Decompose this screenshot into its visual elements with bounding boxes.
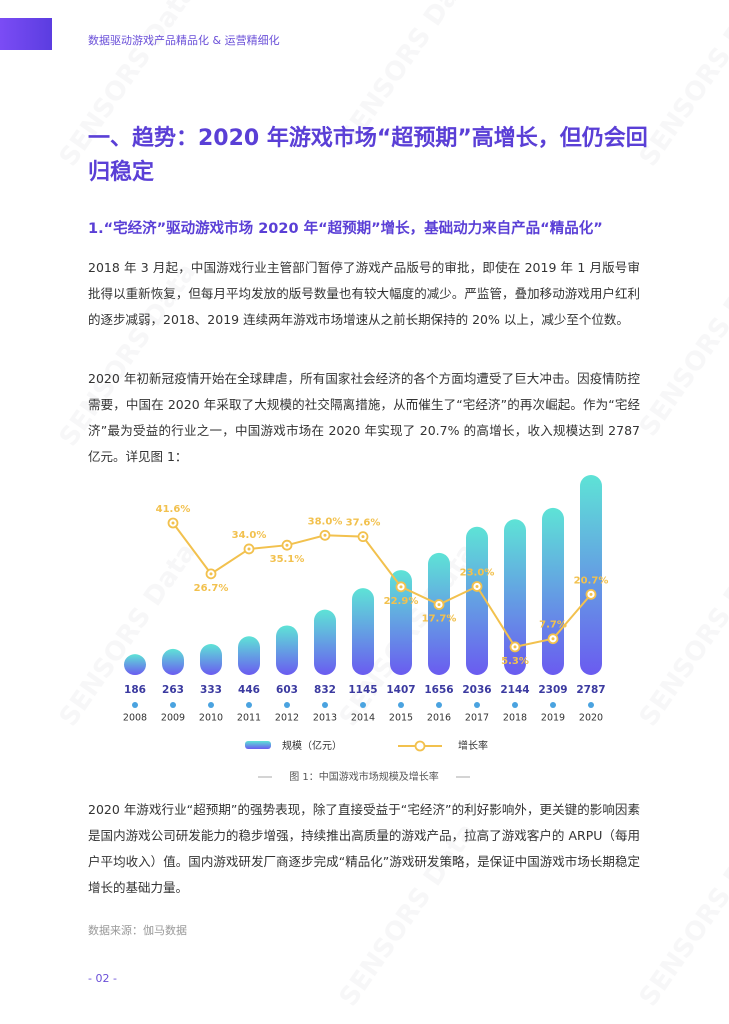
- header-block: [0, 18, 52, 50]
- bar: [466, 526, 488, 675]
- bar: [238, 636, 260, 675]
- growth-point-core: [475, 584, 479, 588]
- growth-point-core: [551, 637, 555, 641]
- watermark: SENSORS Data: [633, 817, 729, 1013]
- bar: [542, 507, 564, 675]
- bar-value-label: 1407: [386, 684, 415, 696]
- growth-value-label: 5.3%: [501, 656, 529, 667]
- bar: [314, 609, 336, 675]
- growth-value-label: 23.0%: [460, 567, 495, 578]
- paragraph: 2018 年 3 月起，中国游戏行业主管部门暂停了游戏产品版号的审批，即使在 2…: [88, 260, 640, 327]
- page-number: - 02 -: [88, 972, 117, 985]
- x-tick-label: 2008: [123, 713, 147, 724]
- bar-value-label: 2309: [538, 684, 567, 696]
- bar-value-label: 832: [314, 684, 336, 696]
- legend-label: 规模（亿元）: [282, 739, 342, 752]
- axis-dot: [436, 702, 442, 708]
- growth-value-label: 22.9%: [384, 596, 419, 607]
- growth-point-core: [361, 535, 365, 539]
- axis-dot: [550, 702, 556, 708]
- section-title: 一、趋势：2020 年游戏市场“超预期”高增长，但仍会回归稳定: [88, 126, 648, 185]
- paragraph: 2020 年游戏行业“超预期”的强势表现，除了直接受益于“宅经济”的利好影响外，…: [88, 802, 640, 895]
- bar-value-label: 446: [238, 684, 260, 696]
- bar-value-label: 2036: [462, 684, 491, 696]
- bar: [162, 648, 184, 675]
- bar-value-label: 263: [162, 684, 184, 696]
- x-tick-label: 2015: [389, 713, 413, 724]
- growth-point-core: [589, 592, 593, 596]
- x-tick-label: 2011: [237, 713, 261, 724]
- header-title: 数据驱动游戏产品精品化 & 运营精细化: [88, 34, 280, 47]
- growth-value-label: 35.1%: [270, 554, 305, 565]
- x-tick-label: 2012: [275, 713, 299, 724]
- x-tick-label: 2013: [313, 713, 337, 724]
- bar: [390, 570, 412, 675]
- bar: [200, 644, 222, 675]
- bar-value-label: 2787: [576, 684, 605, 696]
- x-tick-label: 2009: [161, 713, 185, 724]
- growth-value-label: 17.7%: [422, 614, 457, 625]
- growth-value-label: 41.6%: [156, 504, 191, 515]
- axis-dot: [132, 702, 138, 708]
- bar: [352, 588, 374, 675]
- x-tick-label: 2016: [427, 713, 451, 724]
- chart: 图 1：中国游戏市场规模及增长率 186 2008 263 2009 333 2010 44…: [123, 475, 609, 783]
- growth-value-label: 7.7%: [539, 620, 567, 631]
- bar-value-label: 603: [276, 684, 298, 696]
- growth-point-core: [437, 603, 441, 607]
- growth-value-label: 34.0%: [232, 530, 267, 541]
- growth-point-core: [171, 521, 175, 525]
- bar-value-label: 1656: [424, 684, 453, 696]
- chart-caption: 图 1：中国游戏市场规模及增长率: [289, 770, 439, 783]
- bar: [580, 475, 602, 675]
- legend-label: 增长率: [458, 739, 488, 752]
- growth-value-label: 20.7%: [574, 575, 609, 586]
- x-tick-label: 2020: [579, 713, 603, 724]
- x-tick-label: 2014: [351, 713, 375, 724]
- axis-dot: [512, 702, 518, 708]
- axis-dot: [322, 702, 328, 708]
- x-tick-label: 2010: [199, 713, 223, 724]
- bar-value-label: 333: [200, 684, 222, 696]
- growth-value-label: 26.7%: [194, 583, 229, 594]
- section-subtitle: 1.“宅经济”驱动游戏市场 2020 年“超预期”增长，基础动力来自产品“精品化…: [88, 221, 603, 237]
- watermark: SENSORS Data: [633, 247, 729, 443]
- paragraph: 2020 年初新冠疫情开始在全球肆虐，所有国家社会经济的各个方面均遭受了巨大冲击…: [88, 371, 640, 464]
- legend-swatch: [414, 740, 426, 752]
- bar: [276, 625, 298, 675]
- axis-dot: [208, 702, 214, 708]
- bar: [504, 519, 526, 675]
- growth-value-label: 37.6%: [346, 518, 381, 529]
- growth-point-core: [247, 547, 251, 551]
- axis-dot: [360, 702, 366, 708]
- growth-point-core: [323, 533, 327, 537]
- growth-line: [172, 522, 592, 649]
- axis-dot: [170, 702, 176, 708]
- growth-point-core: [209, 572, 213, 576]
- bar: [124, 654, 146, 675]
- axis-dot: [588, 702, 594, 708]
- x-tick-label: 2019: [541, 713, 565, 724]
- growth-value-label: 38.0%: [308, 516, 343, 527]
- axis-dot: [474, 702, 480, 708]
- bar-value-label: 1145: [348, 684, 377, 696]
- bar-value-label: 2144: [500, 684, 529, 696]
- growth-point-core: [513, 645, 517, 649]
- axis-dot: [398, 702, 404, 708]
- x-tick-label: 2017: [465, 713, 489, 724]
- growth-point-core: [399, 585, 403, 589]
- x-tick-label: 2018: [503, 713, 527, 724]
- watermark: SENSORS Data: [633, 0, 729, 173]
- legend-swatch: [245, 741, 271, 749]
- bar: [428, 552, 450, 675]
- source: 数据来源：伽马数据: [88, 924, 187, 937]
- growth-point-core: [285, 543, 289, 547]
- axis-dot: [246, 702, 252, 708]
- bar-value-label: 186: [124, 684, 146, 696]
- axis-dot: [284, 702, 290, 708]
